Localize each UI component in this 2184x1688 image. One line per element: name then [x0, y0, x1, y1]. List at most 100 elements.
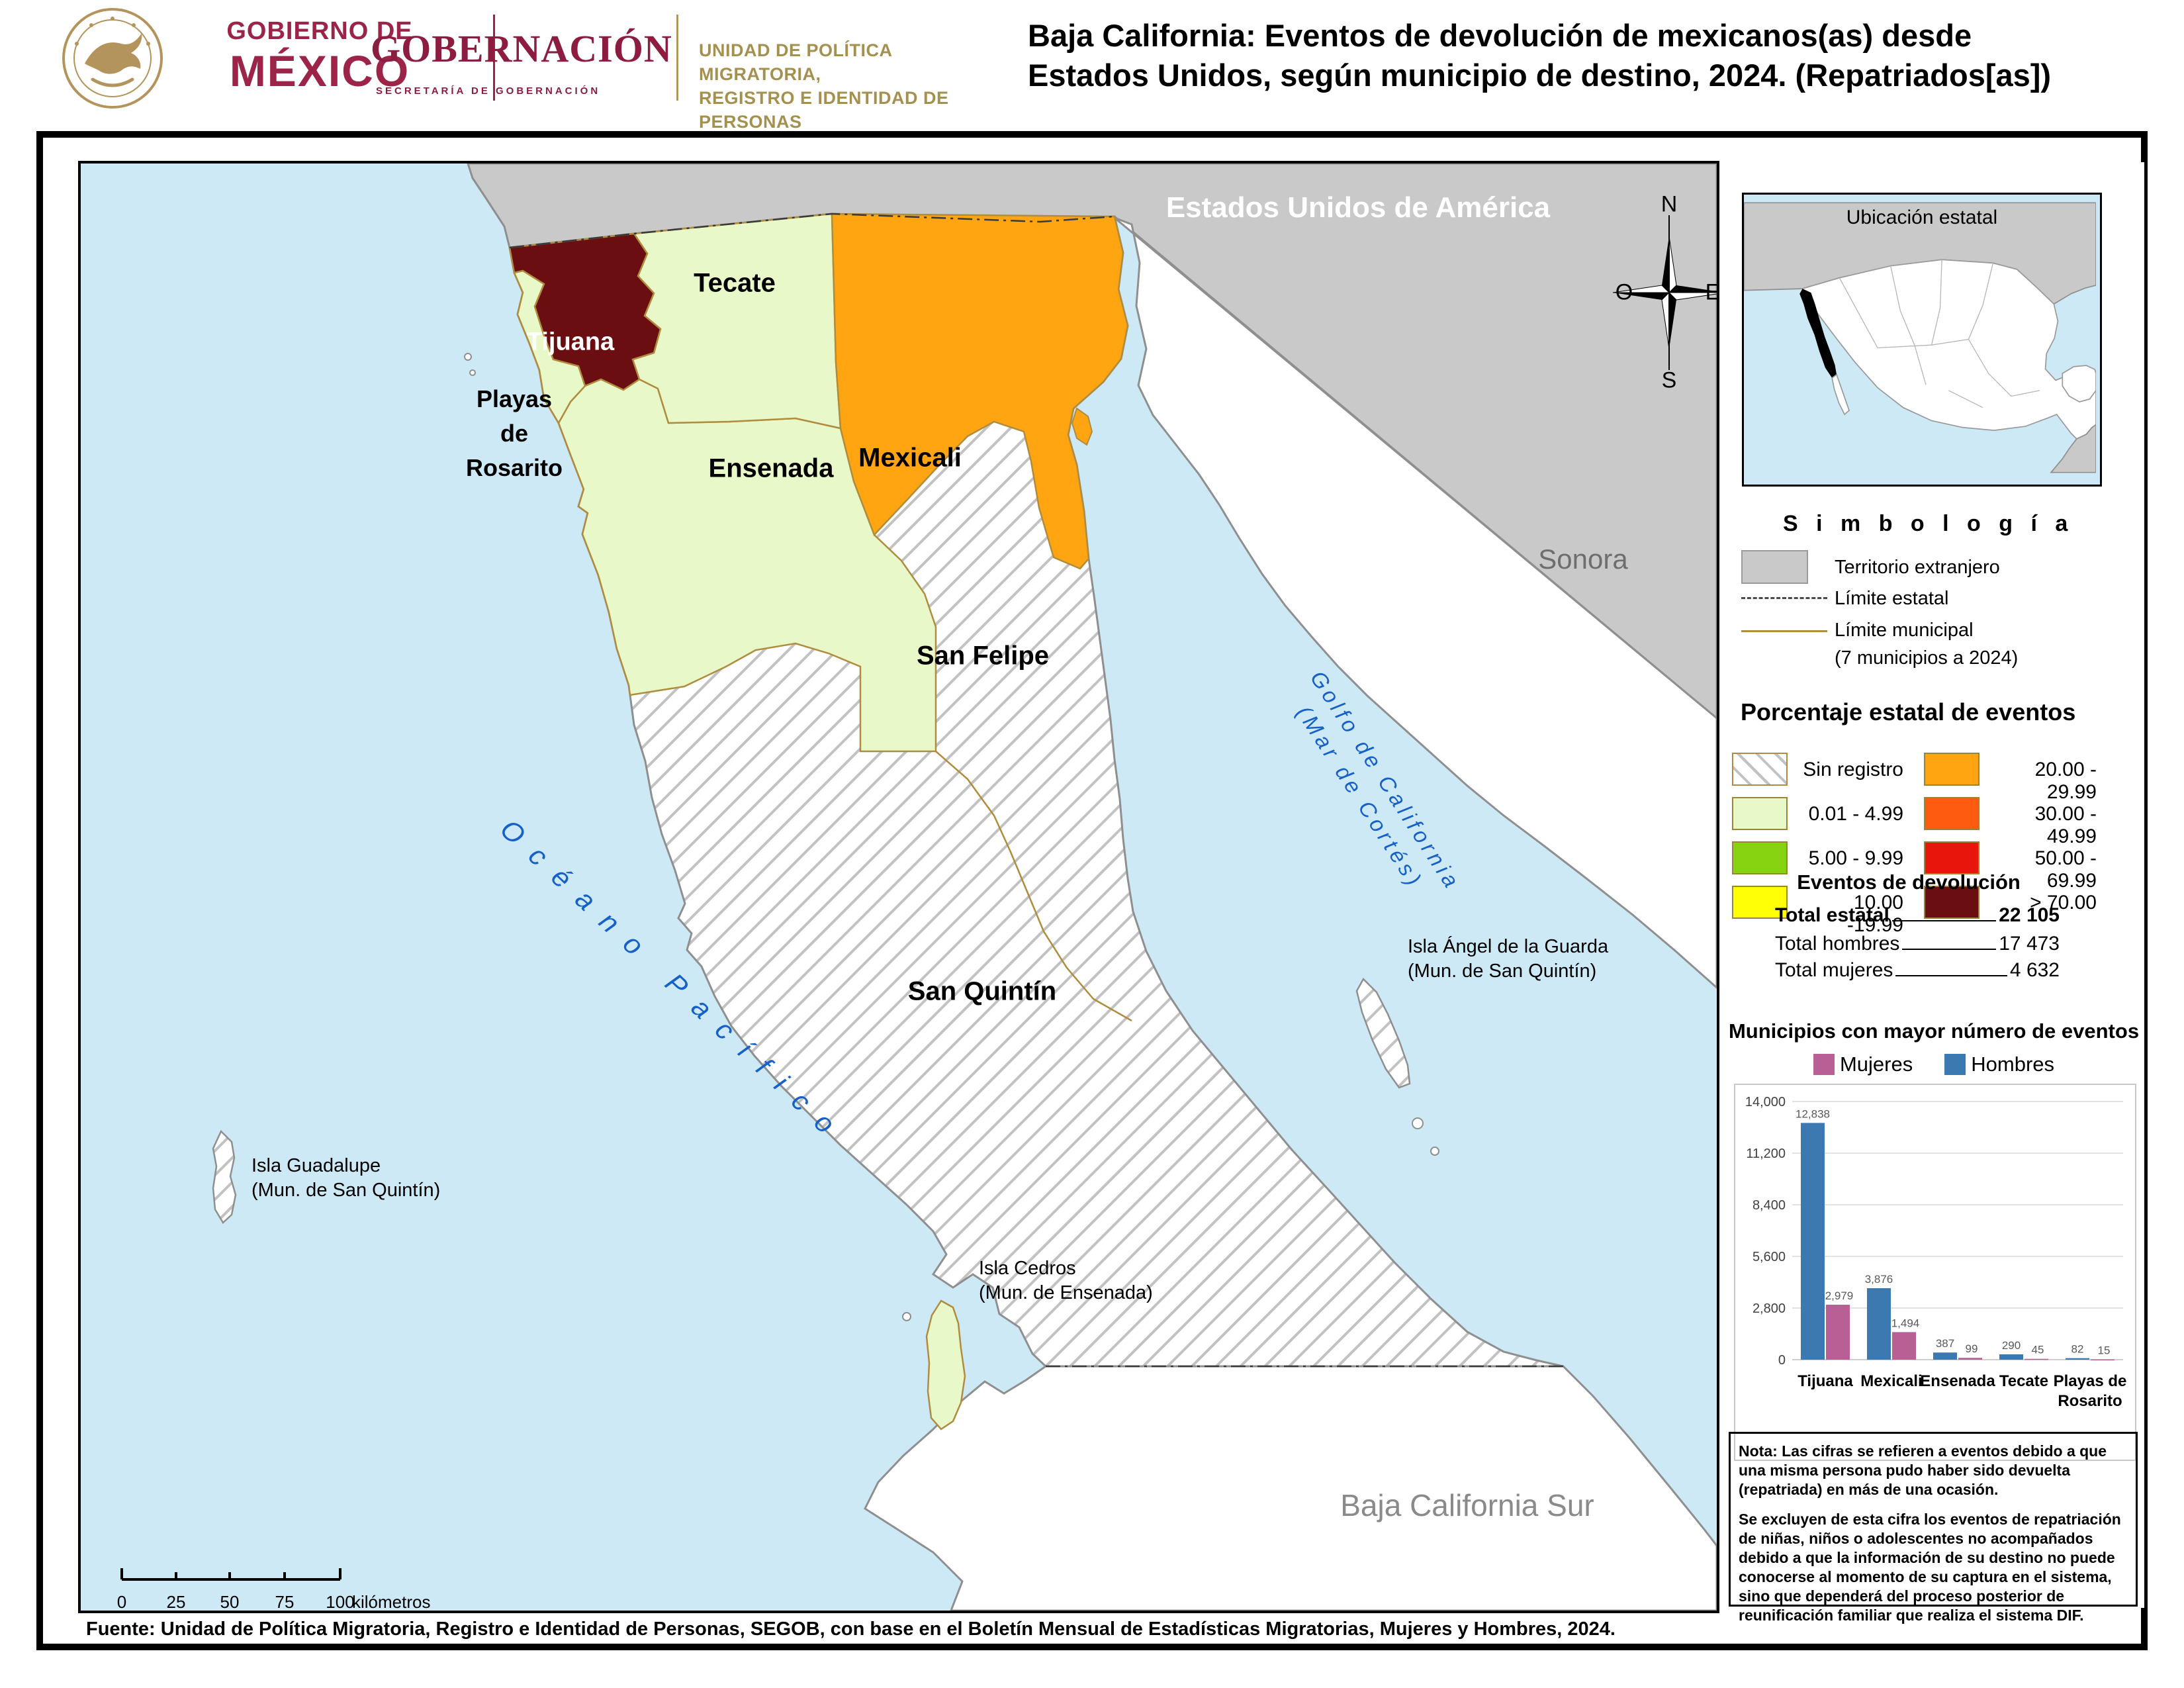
inset-state-borders [1839, 259, 2040, 408]
x-category-label: Tijuana [1797, 1372, 1853, 1390]
gobernacion-subtitle: SECRETARÍA DE GOBERNACIÓN [376, 85, 601, 97]
municipal-boundary [935, 751, 1132, 1022]
inset-baja-california-sur [1831, 373, 1850, 416]
legend-label-limite-municipal: Límite municipal [1835, 620, 1974, 641]
bar-value-hombres: 387 [1936, 1337, 1954, 1350]
small-island [902, 1312, 911, 1321]
map-canvas [81, 164, 1717, 1611]
legend-label-5-9: 5.00 - 9.99 [1808, 847, 1903, 869]
bar-mujeres-Tecate [2025, 1358, 2048, 1360]
title-line1: Baja California: Eventos de devolución d… [1028, 18, 1972, 53]
unit-line2: REGISTRO E IDENTIDAD DE PERSONAS [699, 88, 949, 132]
bar-value-mujeres: 45 [2032, 1344, 2044, 1356]
stat-label-mujeres: Total mujeres [1775, 959, 1893, 981]
stat-value-mujeres: 4 632 [2009, 959, 2060, 981]
bar-value-mujeres: 1,494 [1891, 1317, 1920, 1329]
inset-baja-california-highlight [1799, 289, 1837, 379]
gobierno-de-mexico-logo: GOBIERNO DE MÉXICO [197, 19, 442, 93]
y-tick-label: 14,000 [1745, 1095, 1786, 1109]
note-paragraph-2: Se excluyen de esta cifra los eventos de… [1739, 1511, 2121, 1624]
legend-label-30-49: 30.00 - 49.99 [2034, 803, 2097, 847]
region-mexicali [831, 212, 1129, 570]
legend-label-50-69: 50.00 - 69.99 [2034, 847, 2097, 892]
scale-bar [120, 1568, 341, 1581]
bar-value-mujeres: 15 [2098, 1344, 2111, 1357]
sidebar: Ubicación estatal S i m b o l o g í a Te… [1723, 162, 2144, 1624]
region-tijuana [508, 232, 662, 391]
bar-mujeres-Ensenada [1958, 1358, 1982, 1360]
legend-label-0-4: 0.01 - 4.99 [1808, 803, 1903, 825]
state-locator-inset: Ubicación estatal [1742, 193, 2102, 487]
legend-item-mujeres: Mujeres [1813, 1053, 1913, 1076]
swatch-50-69 [1924, 841, 1979, 874]
bar-mujeres-Mexicali [1892, 1332, 1916, 1360]
y-tick-label: 5,600 [1752, 1250, 1786, 1264]
mujeres-swatch [1813, 1054, 1835, 1075]
swatch-sin-registro [1732, 753, 1788, 786]
region-sonora [1114, 216, 1717, 990]
region-baja-california-sur [864, 1365, 1717, 1611]
legend-label-sin-registro: Sin registro [1803, 759, 1903, 780]
chart-legend: Mujeres Hombres [1723, 1053, 2144, 1076]
stat-value-hombres: 17 473 [1999, 933, 2060, 955]
hombres-swatch [1944, 1054, 1966, 1075]
y-tick-label: 8,400 [1752, 1198, 1786, 1213]
header-divider [493, 15, 495, 101]
small-island [469, 369, 476, 376]
gobierno-line2: MÉXICO [229, 46, 410, 95]
small-island [464, 353, 472, 361]
isla-angel-de-la-guarda [1355, 977, 1411, 1089]
swatch-10-19 [1732, 886, 1788, 919]
bar-value-hombres: 12,838 [1796, 1107, 1830, 1120]
bar-chart: 0 2,800 5,600 8,400 11,200 14,000 12,838 2,979 T… [1734, 1084, 2136, 1461]
isla-guadalupe [212, 1129, 237, 1224]
stat-label-total: Total estatal [1775, 904, 1889, 926]
x-category-label: Mexicali [1860, 1372, 1922, 1390]
unit-line1: UNIDAD DE POLÍTICA MIGRATORIA, [699, 40, 892, 84]
bar-hombres-Tecate [1999, 1354, 2023, 1360]
x-category-label: Rosarito [2058, 1392, 2122, 1410]
swatch-5-9 [1732, 841, 1788, 874]
title-line2: Estados Unidos, según municipio de desti… [1028, 58, 2052, 93]
bar-value-hombres: 82 [2071, 1343, 2084, 1356]
compass-rose-icon [1612, 215, 1717, 370]
legend-label-limite-municipal-sub: (7 municipios a 2024) [1835, 647, 2019, 669]
bar-mujeres-Tijuana [1826, 1305, 1850, 1360]
chart-title: Municipios con mayor número de eventos [1728, 1019, 2140, 1043]
legend-label-20-29: 20.00 - 29.99 [2034, 759, 2097, 803]
legend-line-limite-municipal [1741, 630, 1827, 632]
note-paragraph-1: Nota: Las cifras se refieren a eventos d… [1739, 1442, 2107, 1498]
bar-hombres-Ensenada [1933, 1352, 1957, 1360]
legend-label-70: > 70.00 [2030, 892, 2097, 914]
y-tick-label: 2,800 [1752, 1301, 1786, 1316]
y-tick-label: 0 [1778, 1353, 1786, 1368]
x-category-label: Playas de [2054, 1372, 2127, 1390]
bar-value-hombres: 3,876 [1865, 1273, 1893, 1286]
mexico-eagle-seal-icon [58, 5, 167, 111]
stat-row-mujeres: Total mujeres 4 632 [1775, 955, 2060, 982]
legend-line-limite-estatal [1741, 597, 1827, 599]
gobernacion-name: GOBERNACIÓN [371, 27, 672, 70]
page-header: GOBIERNO DE MÉXICO GOBERNACIÓN SECRETARÍ… [0, 0, 2184, 134]
unit-name: UNIDAD DE POLÍTICA MIGRATORIA, REGISTRO … [699, 38, 1010, 134]
page-title: Baja California: Eventos de devolución d… [1028, 16, 2173, 95]
symbology-title: S i m b o l o g í a [1783, 511, 2074, 536]
x-category-label: Ensenada [1920, 1372, 1995, 1390]
bar-mujeres-Playas de Rosarito [2091, 1359, 2115, 1361]
swatch-20-29 [1924, 753, 1979, 786]
swatch-70 [1924, 886, 1979, 919]
percent-legend-title: Porcentaje estatal de eventos [1741, 698, 2076, 726]
isla-montague [1071, 407, 1093, 446]
hombres-label: Hombres [1971, 1053, 2055, 1076]
legend-label-limite-estatal: Límite estatal [1835, 588, 1949, 609]
stat-row-hombres: Total hombres 17 473 [1775, 929, 2060, 955]
header-divider [676, 15, 678, 101]
legend-label-territorio: Territorio extranjero [1835, 557, 2000, 578]
mujeres-label: Mujeres [1839, 1053, 1913, 1076]
legend-swatch-territorio [1741, 550, 1808, 584]
note-box: Nota: Las cifras se refieren a eventos d… [1729, 1432, 2138, 1624]
source-line: Fuente: Unidad de Política Migratoria, R… [86, 1618, 1615, 1640]
bar-value-hombres: 290 [2002, 1339, 2021, 1352]
isla-cedros [925, 1299, 966, 1430]
y-tick-label: 11,200 [1746, 1147, 1786, 1161]
